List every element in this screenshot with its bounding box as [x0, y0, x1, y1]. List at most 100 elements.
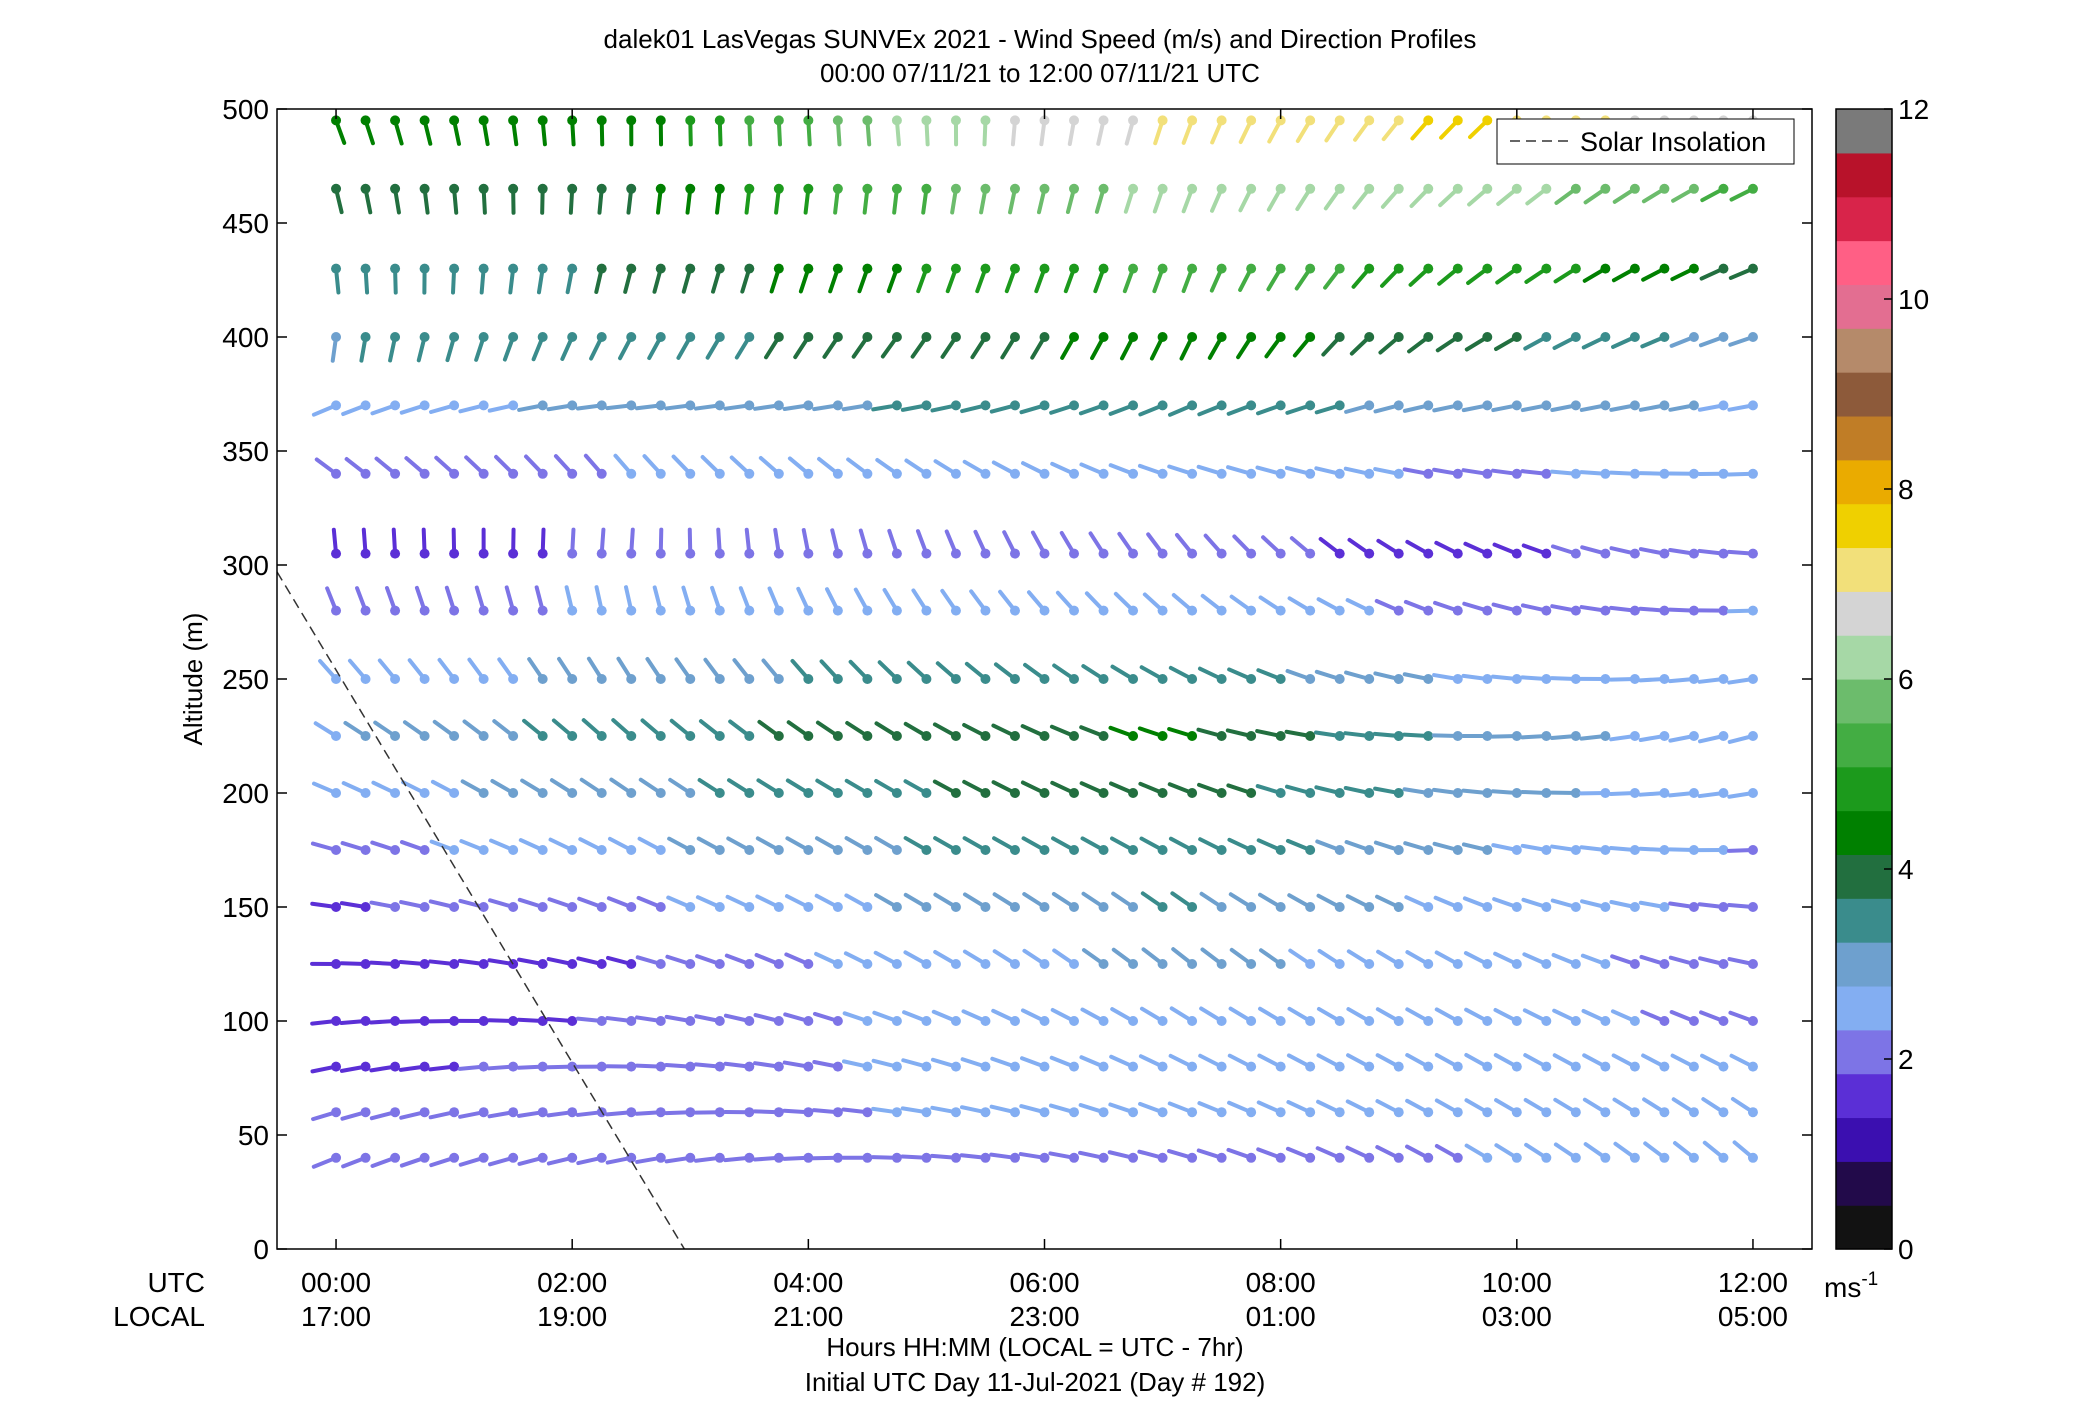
- wind-barb: [1408, 263, 1434, 287]
- wind-barb-dot: [1009, 548, 1020, 559]
- wind-barb: [1168, 1053, 1198, 1072]
- wind-barb-dot: [1600, 468, 1611, 479]
- wind-barb: [1550, 898, 1581, 912]
- wind-barb-dot: [1659, 468, 1670, 479]
- wind-barb: [803, 115, 814, 147]
- wind-barb-dot: [655, 332, 666, 342]
- wind-barb-dot: [1305, 332, 1316, 342]
- wind-barb: [1640, 1009, 1670, 1026]
- wind-barb-dot: [1157, 845, 1168, 855]
- wind-barb-dot: [567, 845, 578, 855]
- wind-barb-dot: [1393, 1107, 1404, 1118]
- wind-barb: [458, 1107, 489, 1119]
- wind-barb: [935, 661, 961, 684]
- wind-barb-dot: [1039, 605, 1050, 616]
- wind-barb-dot: [1098, 1152, 1109, 1163]
- wind-barb-dot: [1600, 263, 1611, 274]
- wind-barb: [784, 952, 814, 969]
- wind-barb-dot: [390, 263, 401, 274]
- wind-barb: [534, 585, 548, 616]
- wind-barb-dot: [1600, 845, 1611, 855]
- wind-barb-dot: [1570, 959, 1581, 969]
- wind-barb-dot: [773, 115, 784, 126]
- x-tick-label-local: 03:00: [1482, 1301, 1552, 1332]
- wind-barb: [891, 183, 902, 215]
- wind-barb: [1238, 115, 1257, 145]
- wind-barb-dot: [1570, 263, 1581, 274]
- wind-barb: [467, 657, 489, 684]
- wind-barb: [1550, 544, 1581, 559]
- wind-barb: [647, 332, 666, 361]
- wind-barb: [1286, 1053, 1316, 1072]
- wind-barb: [1730, 1096, 1758, 1118]
- wind-barb: [1380, 183, 1404, 209]
- wind-barb: [318, 659, 342, 684]
- wind-barb-dot: [626, 468, 637, 479]
- wind-barb: [428, 1107, 460, 1120]
- wind-barb-dot: [1482, 1107, 1493, 1118]
- wind-barb: [478, 263, 489, 295]
- wind-barb: [685, 527, 696, 559]
- wind-barb: [793, 332, 814, 360]
- wind-barb: [1228, 1006, 1257, 1026]
- wind-barb-dot: [567, 468, 578, 479]
- wind-barb-dot: [744, 1016, 755, 1026]
- wind-barb-dot: [744, 1061, 755, 1072]
- wind-barb: [457, 958, 489, 969]
- wind-barb: [933, 836, 961, 855]
- wind-barb-dot: [655, 548, 666, 559]
- wind-barb-dot: [1364, 548, 1375, 559]
- wind-barb: [1138, 1054, 1168, 1072]
- wind-barb: [991, 780, 1020, 798]
- colorbar-band: [1836, 152, 1892, 198]
- wind-barb: [310, 959, 342, 969]
- wind-barb-dot: [1570, 845, 1581, 855]
- wind-barb: [1490, 674, 1522, 684]
- wind-barb: [871, 1106, 902, 1118]
- wind-barb: [1200, 947, 1227, 969]
- wind-barb: [843, 951, 873, 969]
- y-tick-label: 0: [253, 1234, 269, 1265]
- wind-barb: [1492, 542, 1522, 559]
- wind-barb-dot: [360, 548, 371, 559]
- wind-barb-dot: [1157, 548, 1168, 559]
- wind-barb-dot: [1246, 788, 1257, 798]
- wind-barb: [371, 780, 401, 798]
- wind-barb-dot: [773, 468, 784, 479]
- wind-barb: [1374, 598, 1404, 616]
- wind-barb: [642, 454, 666, 479]
- wind-barb-dot: [1393, 959, 1404, 969]
- wind-barb-dot: [331, 788, 342, 798]
- wind-barb-dot: [1098, 605, 1109, 616]
- wind-barb: [1197, 400, 1227, 417]
- wind-barb: [961, 1009, 991, 1026]
- wind-barb: [1287, 893, 1316, 912]
- wind-barb: [1049, 724, 1080, 741]
- wind-barb: [962, 949, 991, 969]
- wind-barb-dot: [478, 902, 489, 912]
- wind-barb-dot: [1069, 788, 1080, 798]
- wind-barb-dot: [714, 959, 725, 969]
- wind-barb-dot: [980, 468, 991, 479]
- wind-barb-dot: [419, 731, 430, 741]
- wind-barb: [734, 332, 755, 360]
- wind-barb: [1051, 891, 1080, 912]
- wind-barb: [508, 183, 519, 215]
- wind-barb-dot: [980, 332, 991, 342]
- wind-barb: [1207, 332, 1227, 360]
- wind-barb-dot: [626, 605, 637, 616]
- wind-barb: [1669, 1010, 1699, 1026]
- wind-barb-dot: [1128, 332, 1139, 342]
- wind-barb: [1579, 468, 1611, 479]
- wind-barb-dot: [1216, 1016, 1227, 1026]
- wind-barb-dot: [1216, 1061, 1227, 1072]
- wind-barb-dot: [1511, 332, 1522, 342]
- wind-barb-dot: [1305, 548, 1316, 559]
- wind-barb-dot: [1511, 1152, 1522, 1163]
- wind-barb: [970, 332, 991, 360]
- wind-barb: [1549, 674, 1581, 684]
- wind-barb-dot: [1452, 845, 1463, 855]
- wind-barb-dot: [1334, 1107, 1345, 1118]
- wind-barb-dot: [714, 400, 725, 411]
- wind-barb: [1524, 1142, 1552, 1163]
